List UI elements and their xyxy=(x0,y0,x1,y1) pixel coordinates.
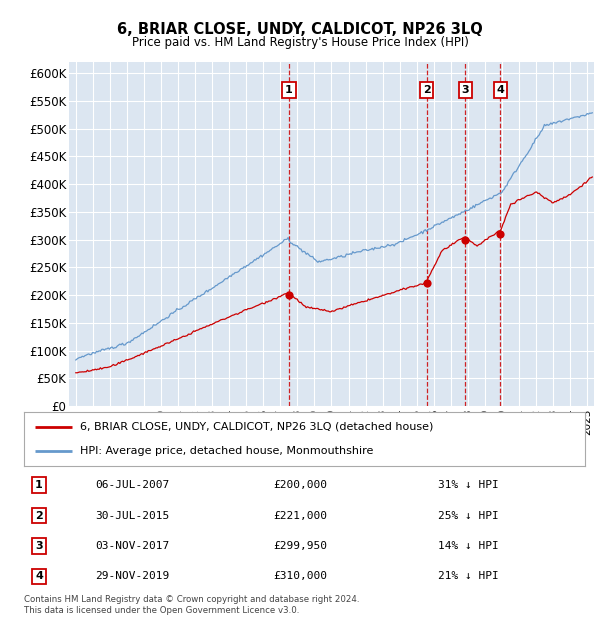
Text: 1: 1 xyxy=(35,480,43,490)
Text: 2: 2 xyxy=(423,85,430,95)
Text: Contains HM Land Registry data © Crown copyright and database right 2024.
This d: Contains HM Land Registry data © Crown c… xyxy=(24,595,359,615)
Text: 2: 2 xyxy=(35,510,43,521)
Point xyxy=(496,229,505,239)
Text: 4: 4 xyxy=(496,85,505,95)
Text: 21% ↓ HPI: 21% ↓ HPI xyxy=(438,571,499,582)
Text: 30-JUL-2015: 30-JUL-2015 xyxy=(95,510,169,521)
Text: Price paid vs. HM Land Registry's House Price Index (HPI): Price paid vs. HM Land Registry's House … xyxy=(131,36,469,49)
Text: 14% ↓ HPI: 14% ↓ HPI xyxy=(438,541,499,551)
Text: 3: 3 xyxy=(461,85,469,95)
Text: 29-NOV-2019: 29-NOV-2019 xyxy=(95,571,169,582)
Point xyxy=(460,234,470,244)
Text: 4: 4 xyxy=(35,571,43,582)
Text: 6, BRIAR CLOSE, UNDY, CALDICOT, NP26 3LQ (detached house): 6, BRIAR CLOSE, UNDY, CALDICOT, NP26 3LQ… xyxy=(80,422,433,432)
Text: £221,000: £221,000 xyxy=(273,510,327,521)
Point xyxy=(284,290,293,300)
Text: 03-NOV-2017: 03-NOV-2017 xyxy=(95,541,169,551)
Text: 06-JUL-2007: 06-JUL-2007 xyxy=(95,480,169,490)
Text: 1: 1 xyxy=(285,85,293,95)
Point xyxy=(422,278,431,288)
Text: £299,950: £299,950 xyxy=(273,541,327,551)
Text: £200,000: £200,000 xyxy=(273,480,327,490)
Text: 6, BRIAR CLOSE, UNDY, CALDICOT, NP26 3LQ: 6, BRIAR CLOSE, UNDY, CALDICOT, NP26 3LQ xyxy=(117,22,483,37)
Text: HPI: Average price, detached house, Monmouthshire: HPI: Average price, detached house, Monm… xyxy=(80,446,373,456)
Text: 25% ↓ HPI: 25% ↓ HPI xyxy=(438,510,499,521)
Text: 31% ↓ HPI: 31% ↓ HPI xyxy=(438,480,499,490)
Text: 3: 3 xyxy=(35,541,43,551)
Text: £310,000: £310,000 xyxy=(273,571,327,582)
